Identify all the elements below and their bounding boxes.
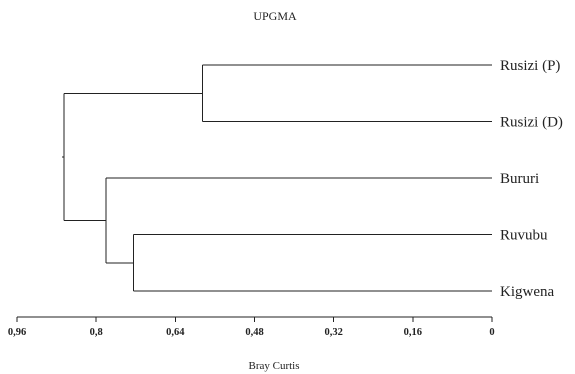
leaf-labels: Rusizi (P) Rusizi (D) Bururi Ruvubu Kigwena	[500, 58, 563, 300]
x-tick-label: 0,96	[8, 327, 26, 338]
chart-title: UPGMA	[253, 9, 297, 23]
leaf-label-bururi: Bururi	[500, 171, 539, 187]
leaf-label-rusizi-p: Rusizi (P)	[500, 58, 560, 74]
x-axis-title: Bray Curtis	[248, 360, 299, 372]
x-tick-label: 0	[489, 327, 494, 338]
x-tick-label: 0,32	[324, 327, 342, 338]
x-tick-label: 0,64	[166, 327, 185, 338]
dendrogram-tree	[62, 64, 492, 292]
x-axis: 0,96 0,8 0,64 0,48 0,32 0,16 0	[8, 316, 495, 338]
leaf-label-ruvubu: Ruvubu	[500, 228, 548, 244]
x-tick-label: 0,48	[245, 327, 263, 338]
x-tick-label: 0,16	[404, 327, 422, 338]
x-axis-ticks: 0,96 0,8 0,64 0,48 0,32 0,16 0	[8, 317, 495, 338]
leaf-label-rusizi-d: Rusizi (D)	[500, 115, 563, 131]
leaf-label-kigwena: Kigwena	[500, 284, 554, 300]
x-tick-label: 0,8	[90, 327, 103, 338]
